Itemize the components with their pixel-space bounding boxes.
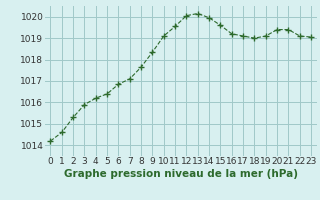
X-axis label: Graphe pression niveau de la mer (hPa): Graphe pression niveau de la mer (hPa) xyxy=(64,169,298,179)
